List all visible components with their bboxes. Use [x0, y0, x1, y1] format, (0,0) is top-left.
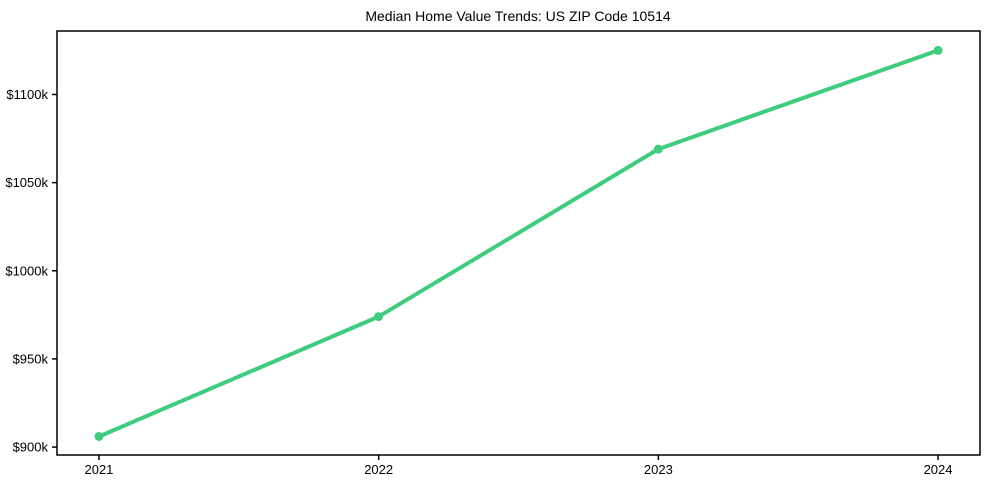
data-point-marker — [374, 312, 384, 322]
x-tick-label: 2023 — [644, 462, 673, 477]
plot-area-border — [56, 30, 981, 456]
x-tick-label: 2022 — [364, 462, 393, 477]
y-axis: $900k $950k $1000k $1050k $1100k — [5, 87, 57, 455]
y-tick-label: $1050k — [5, 175, 48, 190]
data-point-marker — [653, 144, 663, 154]
x-axis: 2021 2022 2023 2024 — [84, 455, 953, 477]
y-tick-label: $900k — [13, 440, 49, 455]
x-tick-label: 2021 — [84, 462, 113, 477]
chart-title: Median Home Value Trends: US ZIP Code 10… — [365, 8, 671, 24]
y-tick-label: $1000k — [5, 263, 48, 278]
x-tick-label: 2024 — [924, 462, 953, 477]
y-tick-label: $950k — [13, 351, 49, 366]
trend-line — [96, 48, 941, 439]
data-point-marker — [94, 431, 104, 441]
data-points — [94, 45, 943, 441]
data-point-marker — [933, 45, 943, 55]
y-tick-label: $1100k — [6, 87, 48, 102]
